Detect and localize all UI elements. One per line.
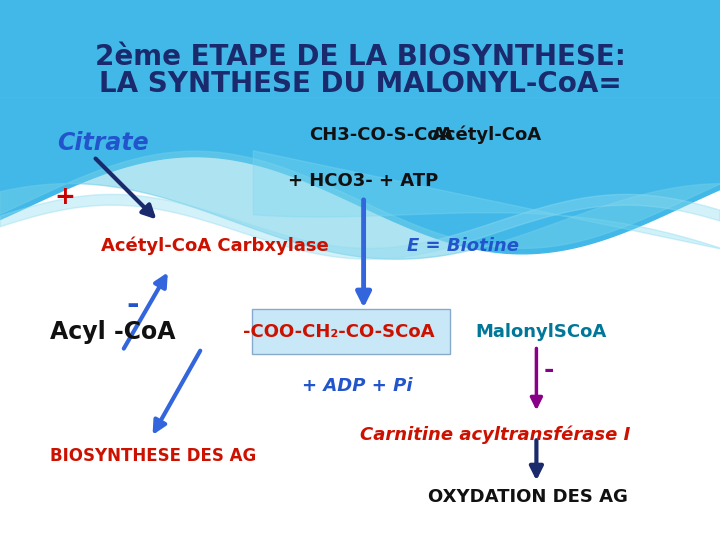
Text: Acétyl-CoA Carbxylase: Acétyl-CoA Carbxylase <box>101 237 328 255</box>
Text: Citrate: Citrate <box>58 131 149 155</box>
Text: -COO-CH₂-CO-SCoA: -COO-CH₂-CO-SCoA <box>243 323 434 341</box>
Text: OXYDATION DES AG: OXYDATION DES AG <box>428 488 629 506</box>
Text: BIOSYNTHESE DES AG: BIOSYNTHESE DES AG <box>50 447 256 465</box>
Text: -: - <box>126 291 139 320</box>
Text: -: - <box>544 358 554 382</box>
Text: MalonylSCoA: MalonylSCoA <box>475 323 606 341</box>
Text: +: + <box>54 185 75 209</box>
Text: Acétyl-CoA: Acétyl-CoA <box>432 126 542 144</box>
Text: + HCO3- + ATP: + HCO3- + ATP <box>288 172 438 190</box>
Text: + ADP + Pi: + ADP + Pi <box>302 377 413 395</box>
Text: E = Biotine: E = Biotine <box>407 237 519 255</box>
FancyBboxPatch shape <box>252 309 450 354</box>
Text: LA SYNTHESE DU MALONYL-CoA=: LA SYNTHESE DU MALONYL-CoA= <box>99 70 621 98</box>
Text: Carnitine acyltransférase I: Carnitine acyltransférase I <box>360 426 631 444</box>
Text: Acyl -CoA: Acyl -CoA <box>50 320 176 344</box>
Text: CH3-CO-S-CoA: CH3-CO-S-CoA <box>310 126 454 144</box>
Text: 2ème ETAPE DE LA BIOSYNTHESE:: 2ème ETAPE DE LA BIOSYNTHESE: <box>94 43 626 71</box>
Bar <box>0 0 720 97</box>
